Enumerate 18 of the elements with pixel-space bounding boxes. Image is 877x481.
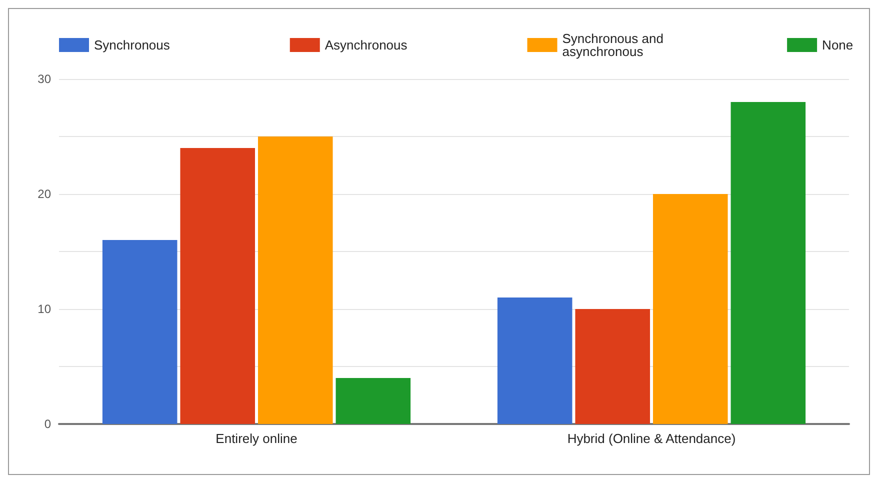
legend-label: Asynchronous (324, 38, 408, 52)
bar (497, 298, 572, 424)
y-tick-label: 30 (38, 72, 52, 86)
x-tick-label: Entirely online (216, 431, 298, 446)
legend-label: None (822, 38, 854, 52)
bar (575, 309, 650, 424)
bar (102, 240, 178, 424)
y-tick-label: 20 (38, 187, 52, 201)
y-tick-label: 0 (44, 417, 52, 431)
legend-label: Synchronous and asynchronous (562, 31, 668, 59)
bar (180, 148, 256, 424)
y-tick-label: 10 (38, 302, 52, 316)
bar (652, 194, 728, 424)
bar (730, 102, 806, 424)
x-tick-label: Hybrid (Online & Attendance) (567, 431, 736, 446)
legend-label: Synchronous (94, 38, 170, 52)
bar (336, 378, 411, 424)
bar (258, 136, 333, 424)
